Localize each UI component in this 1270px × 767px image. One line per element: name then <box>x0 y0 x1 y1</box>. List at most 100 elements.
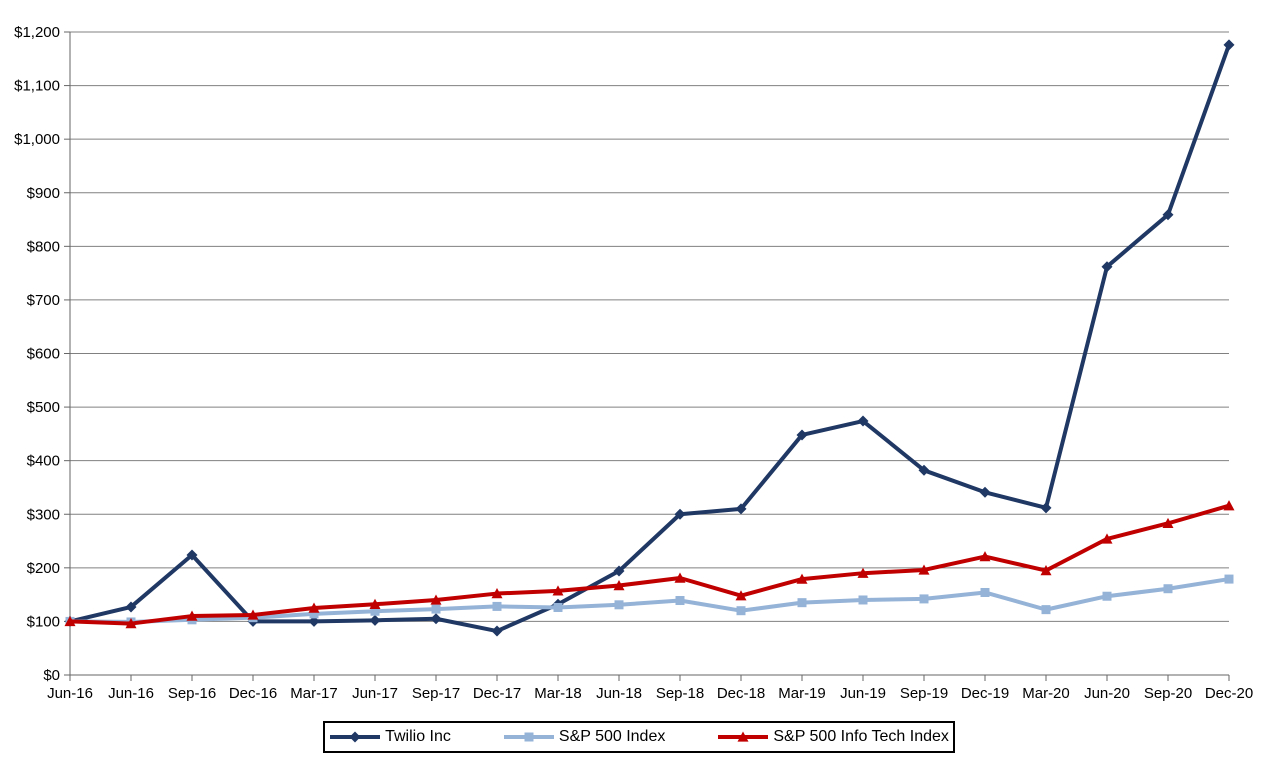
x-axis-tick-label: Jun-16 <box>47 685 93 702</box>
marker-twilio-inc <box>369 614 381 626</box>
x-axis-tick-label: Dec-20 <box>1205 685 1253 702</box>
marker-s-p-500-index <box>1163 584 1173 594</box>
x-axis-tick-label: Dec-17 <box>473 685 521 702</box>
y-axis-tick-label: $500 <box>27 399 60 416</box>
marker-s-p-500-info-tech-index <box>735 590 747 601</box>
marker-s-p-500-info-tech-index <box>979 551 991 562</box>
marker-s-p-500-index <box>1102 591 1112 601</box>
legend-swatch-marker <box>524 732 534 742</box>
x-axis-tick-label: Jun-20 <box>1084 685 1130 702</box>
y-axis-tick-label: $300 <box>27 506 60 523</box>
marker-twilio-inc <box>674 508 686 520</box>
marker-s-p-500-info-tech-index <box>491 588 503 599</box>
marker-s-p-500-info-tech-index <box>1223 500 1235 511</box>
marker-twilio-inc <box>491 625 503 637</box>
y-axis-tick-label: $800 <box>27 238 60 255</box>
x-axis-tick-label: Dec-19 <box>961 685 1009 702</box>
legend-label-sp500-index: S&P 500 Index <box>558 728 666 745</box>
marker-s-p-500-info-tech-index <box>64 615 76 627</box>
marker-twilio-inc <box>613 565 625 577</box>
legend-item-sp500-index: S&P 500 Index <box>503 728 665 746</box>
marker-twilio-inc <box>735 503 747 515</box>
marker-twilio-inc <box>979 486 991 498</box>
y-axis-tick-label: $200 <box>27 560 60 577</box>
legend-label-sp500-info-tech-index: S&P 500 Info Tech Index <box>773 728 949 745</box>
marker-s-p-500-index <box>492 601 502 611</box>
marker-twilio-inc <box>308 615 320 627</box>
legend-label-twilio-inc: Twilio Inc <box>385 728 451 745</box>
marker-s-p-500-info-tech-index <box>308 602 320 613</box>
marker-twilio-inc <box>1162 209 1174 221</box>
y-axis-tick-label: $400 <box>27 453 60 470</box>
marker-s-p-500-info-tech-index <box>857 567 869 578</box>
marker-s-p-500-info-tech-index <box>918 564 930 575</box>
x-axis-tick-label: Mar-19 <box>778 685 826 702</box>
marker-twilio-inc <box>857 415 869 427</box>
marker-twilio-inc <box>1101 261 1113 273</box>
marker-s-p-500-index <box>797 598 807 608</box>
marker-s-p-500-info-tech-index <box>674 572 686 583</box>
x-axis-tick-label: Mar-20 <box>1022 685 1070 702</box>
marker-s-p-500-index <box>1041 605 1051 615</box>
x-axis-tick-label: Mar-17 <box>290 685 338 702</box>
legend: Twilio Inc S&P 500 Index S&P 500 Info Te… <box>323 721 955 753</box>
marker-s-p-500-info-tech-index <box>1101 533 1113 544</box>
marker-twilio-inc <box>186 549 198 561</box>
y-axis-tick-label: $1,000 <box>14 131 60 148</box>
x-axis-tick-label: Sep-19 <box>900 685 948 702</box>
x-axis-tick-label: Jun-18 <box>596 685 642 702</box>
x-axis-tick-label: Dec-18 <box>717 685 765 702</box>
marker-s-p-500-info-tech-index <box>1162 517 1174 529</box>
marker-s-p-500-info-tech-index <box>186 610 198 621</box>
marker-s-p-500-index <box>736 606 746 616</box>
legend-item-sp500-info-tech-index: S&P 500 Info Tech Index <box>717 728 949 746</box>
y-axis-tick-label: $0 <box>43 667 60 684</box>
sp500-line-swatch-icon <box>503 732 554 742</box>
y-axis-tick-label: $900 <box>27 185 60 202</box>
marker-twilio-inc <box>918 464 930 476</box>
series-line-s-p-500-info-tech-index <box>68 503 1231 626</box>
x-axis-tick-label: Jun-19 <box>840 685 886 702</box>
x-axis-tick-label: Jun-16 <box>108 685 154 702</box>
sp500-info-tech-line-swatch-icon <box>718 731 769 742</box>
marker-s-p-500-index <box>370 606 380 616</box>
marker-s-p-500-info-tech-index <box>796 573 808 584</box>
x-axis-tick-label: Mar-18 <box>534 685 582 702</box>
marker-s-p-500-index <box>858 595 868 605</box>
marker-s-p-500-index <box>614 600 624 610</box>
legend-item-twilio-inc: Twilio Inc <box>329 728 451 746</box>
marker-twilio-inc <box>125 601 137 613</box>
x-axis-tick-label: Sep-20 <box>1144 685 1192 702</box>
twilio-line-swatch-icon <box>330 731 381 743</box>
marker-s-p-500-info-tech-index <box>430 594 442 605</box>
marker-s-p-500-info-tech-index <box>613 580 625 591</box>
marker-twilio-inc <box>796 429 808 441</box>
marker-twilio-inc <box>430 613 442 625</box>
x-axis-tick-label: Sep-16 <box>168 685 216 702</box>
y-axis-tick-label: $1,100 <box>14 78 60 95</box>
marker-s-p-500-info-tech-index <box>369 598 381 609</box>
marker-s-p-500-info-tech-index <box>552 585 564 596</box>
marker-s-p-500-info-tech-index <box>125 618 137 629</box>
series-line-twilio-inc <box>68 42 1231 634</box>
marker-s-p-500-info-tech-index <box>1040 565 1052 576</box>
marker-s-p-500-index <box>980 587 990 597</box>
x-axis-tick-label: Dec-16 <box>229 685 277 702</box>
x-axis-tick-label: Jun-17 <box>352 685 398 702</box>
x-axis-tick-label: Sep-17 <box>412 685 460 702</box>
marker-s-p-500-index <box>675 596 685 606</box>
series-line-s-p-500-index <box>68 577 1231 624</box>
marker-s-p-500-index <box>553 602 563 612</box>
marker-s-p-500-index <box>431 604 441 614</box>
y-axis-tick-label: $700 <box>27 292 60 309</box>
legend-swatch-marker <box>737 731 749 742</box>
marker-twilio-inc <box>1223 39 1235 51</box>
marker-s-p-500-info-tech-index <box>247 609 259 620</box>
y-axis-tick-label: $600 <box>27 346 60 363</box>
x-axis-tick-label: Sep-18 <box>656 685 704 702</box>
y-axis-tick-label: $1,200 <box>14 24 60 41</box>
marker-twilio-inc <box>1040 502 1052 514</box>
marker-s-p-500-index <box>309 609 319 619</box>
